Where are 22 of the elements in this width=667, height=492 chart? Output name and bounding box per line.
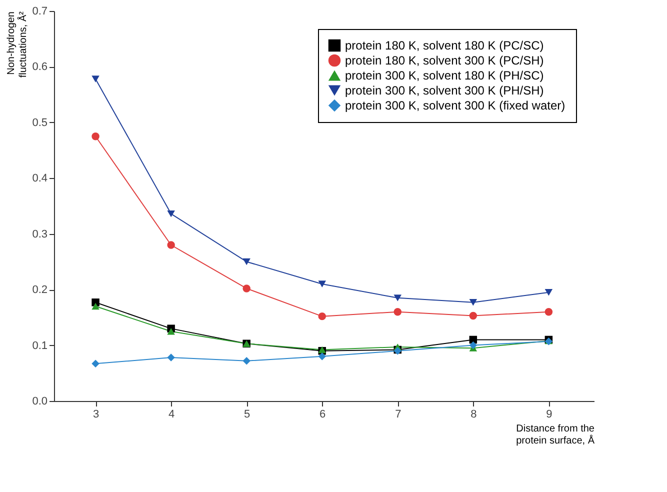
x-tick-label: 5 <box>244 408 250 420</box>
legend-label: protein 180 K, solvent 180 K (PC/SC) <box>345 38 544 52</box>
y-tick-label: 0.1 <box>32 340 48 352</box>
x-tick-label: 6 <box>320 408 326 420</box>
x-tick-label: 9 <box>546 408 552 420</box>
y-tick-label: 0.5 <box>32 116 48 129</box>
y-axis-title: Non-hydrogen fluctuations, Å² <box>6 10 30 78</box>
legend-label: protein 300 K, solvent 300 K (PH/SH) <box>345 84 544 98</box>
x-tick-label: 4 <box>168 408 175 420</box>
legend-label: protein 300 K, solvent 180 K (PH/SC) <box>345 68 544 82</box>
y-tick-label: 0.0 <box>32 396 48 408</box>
legend-label: protein 180 K, solvent 300 K (PC/SH) <box>345 54 544 68</box>
x-axis-title: Distance from the protein surface, Å <box>516 424 595 446</box>
legend-label: protein 300 K, solvent 300 K (fixed water) <box>345 98 566 112</box>
x-tick-label: 8 <box>470 408 477 420</box>
y-tick-label: 0.4 <box>32 172 48 185</box>
x-tick-label: 3 <box>92 408 100 420</box>
y-tick-label: 0.3 <box>32 228 48 240</box>
y-tick-label: 0.2 <box>32 284 48 296</box>
x-tick-label: 7 <box>395 408 402 420</box>
y-tick-label: 0.6 <box>32 61 48 74</box>
y-tick-label: 0.7 <box>32 6 48 18</box>
